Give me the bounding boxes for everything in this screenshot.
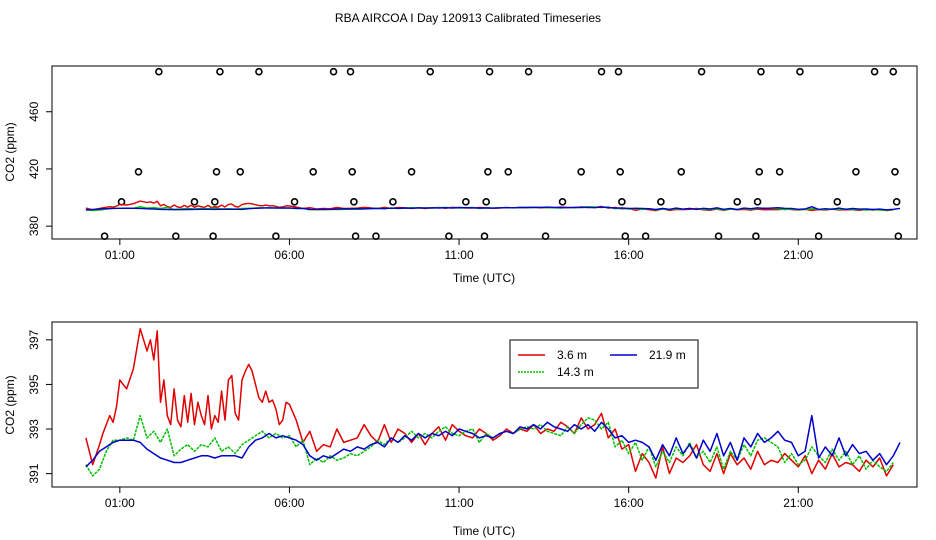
flag-point xyxy=(172,232,180,240)
top-x-tick-label: 11:00 xyxy=(444,248,473,262)
bottom-data-marks xyxy=(85,327,901,479)
top-y-tick-label: 380 xyxy=(27,216,41,236)
bottom-series-14-3-m xyxy=(85,414,894,477)
flag-point xyxy=(350,198,358,206)
bottom-y-tick-label: 393 xyxy=(27,419,41,439)
bottom-x-tick-label: 16:00 xyxy=(614,496,644,510)
top-x-tick-label: 01:00 xyxy=(105,248,135,262)
top-axis-ticks: 01:00 06:00 11:00 16:00 21:00 380 420 460 xyxy=(27,101,814,262)
flag-point xyxy=(752,232,760,240)
flag-point xyxy=(621,232,630,240)
flag-point xyxy=(755,168,764,176)
flag-point xyxy=(155,67,163,76)
bottom-x-tick-label: 01:00 xyxy=(105,496,135,510)
bottom-x-tick-label: 11:00 xyxy=(444,496,473,510)
flag-point xyxy=(482,198,490,206)
flag-point xyxy=(484,168,492,176)
legend-label-21-9m: 21.9 m xyxy=(649,348,686,362)
top-data-marks xyxy=(85,67,903,240)
flag-point xyxy=(504,168,513,176)
flag-point xyxy=(348,168,357,176)
flag-point xyxy=(190,198,199,206)
bottom-series-21-9-m xyxy=(85,414,901,468)
flag-point xyxy=(616,168,624,176)
flag-point xyxy=(796,67,804,76)
flag-point xyxy=(255,67,263,76)
flag-point xyxy=(407,168,416,176)
flag-point xyxy=(211,198,219,206)
top-x-tick-label: 21:00 xyxy=(783,248,813,262)
flag-point xyxy=(524,67,533,76)
flag-point xyxy=(480,232,489,240)
flag-point xyxy=(889,67,898,76)
flag-point xyxy=(558,198,567,206)
flag-point xyxy=(290,198,299,206)
flag-point xyxy=(426,67,435,76)
flag-point xyxy=(216,67,224,76)
flag-point xyxy=(894,232,903,240)
figure-title: RBA AIRCOA I Day 120913 Calibrated Times… xyxy=(335,11,601,25)
top-y-tick-label: 420 xyxy=(27,159,41,179)
bottom-x-axis-label: Time (UTC) xyxy=(453,524,515,538)
flag-point xyxy=(753,198,762,206)
flag-point xyxy=(485,67,494,76)
flag-point xyxy=(351,232,360,240)
bottom-y-tick-label: 395 xyxy=(27,374,41,394)
flag-point xyxy=(852,168,860,176)
top-y-axis-label: CO2 (ppm) xyxy=(3,122,17,181)
flag-point xyxy=(891,168,899,176)
flag-point xyxy=(757,67,765,76)
flag-point xyxy=(236,168,245,176)
flag-point xyxy=(445,232,453,240)
flag-point xyxy=(618,198,626,206)
top-x-axis-label: Time (UTC) xyxy=(453,271,515,285)
flag-point xyxy=(389,198,397,206)
flag-point xyxy=(714,232,723,240)
flag-point xyxy=(309,168,317,176)
flag-point xyxy=(209,232,217,240)
bottom-y-axis-label: CO2 (ppm) xyxy=(3,375,17,434)
top-y-tick-label: 460 xyxy=(27,101,41,121)
flag-point xyxy=(657,198,665,206)
flag-point xyxy=(212,168,221,176)
flag-point xyxy=(641,232,650,240)
flag-point xyxy=(614,67,623,76)
legend-label-3-6m: 3.6 m xyxy=(557,348,587,362)
top-plot-frame xyxy=(51,65,918,240)
top-series-21-9-m xyxy=(85,205,901,211)
flag-point xyxy=(100,232,109,240)
flag-point xyxy=(541,232,550,240)
bottom-panel: 01:00 06:00 11:00 16:00 21:00 391 393 395 397 Ti… xyxy=(3,321,918,538)
flag-point xyxy=(597,67,606,76)
top-panel: 01:00 06:00 11:00 16:00 21:00 380 420 460 Time … xyxy=(3,65,918,285)
flag-point xyxy=(775,168,784,176)
bottom-y-tick-label: 391 xyxy=(27,463,41,483)
legend: 3.6 m 21.9 m 14.3 m xyxy=(509,339,699,389)
flag-point xyxy=(697,67,706,76)
flag-point xyxy=(833,198,842,206)
legend-box xyxy=(509,339,699,389)
flag-point xyxy=(733,198,742,206)
bottom-axis-ticks: 01:00 06:00 11:00 16:00 21:00 391 393 395 397 xyxy=(27,330,814,510)
top-x-tick-label: 06:00 xyxy=(274,248,304,262)
flag-point xyxy=(870,67,879,76)
flag-point xyxy=(372,232,380,240)
flag-point xyxy=(329,67,338,76)
bottom-plot-frame xyxy=(51,321,918,488)
bottom-x-tick-label: 21:00 xyxy=(783,496,813,510)
top-x-tick-label: 16:00 xyxy=(614,248,644,262)
flag-point xyxy=(677,168,686,176)
flag-point xyxy=(892,198,901,206)
bottom-y-tick-label: 397 xyxy=(27,330,41,350)
flag-point xyxy=(272,232,280,240)
flag-point xyxy=(814,232,823,240)
flag-point xyxy=(134,168,143,176)
bottom-x-tick-label: 06:00 xyxy=(274,496,304,510)
flag-point xyxy=(462,198,470,206)
flag-point xyxy=(346,67,355,76)
bottom-series-3-6-m xyxy=(85,327,894,479)
legend-label-14-3m: 14.3 m xyxy=(557,365,594,379)
flag-point xyxy=(577,168,585,176)
